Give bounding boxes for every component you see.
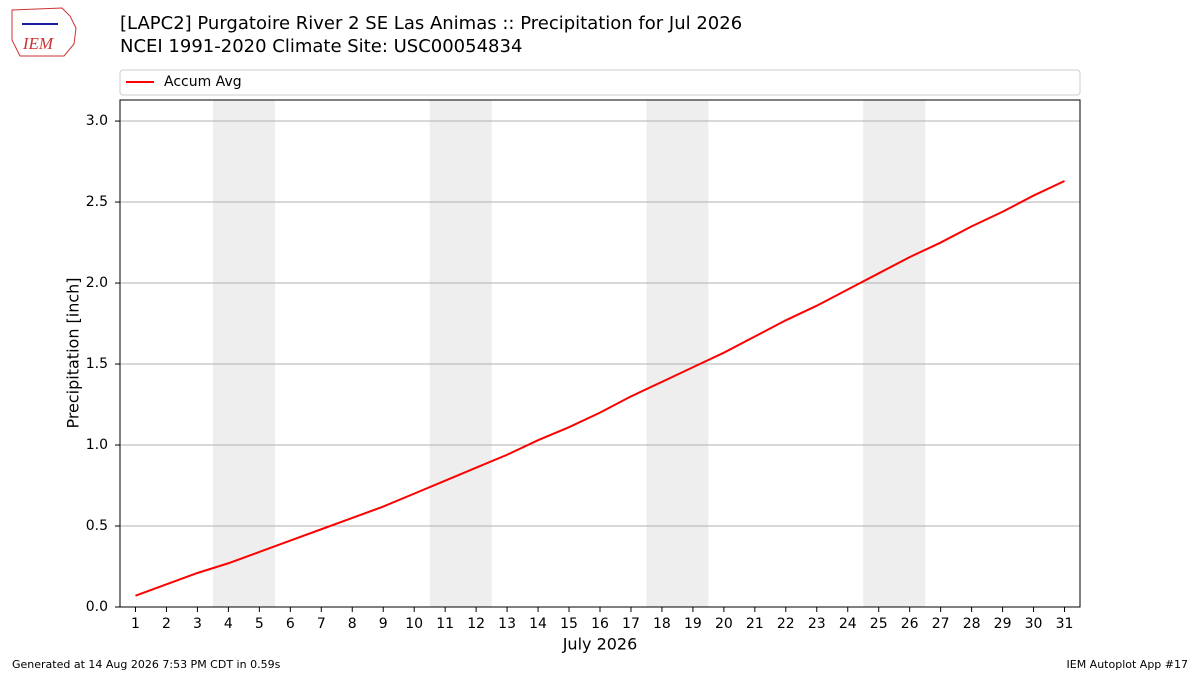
- chart-subtitle: NCEI 1991-2020 Climate Site: USC00054834: [120, 36, 522, 57]
- x-tick-label: 11: [436, 616, 454, 632]
- x-tick-label: 8: [348, 616, 357, 632]
- chart-title: [LAPC2] Purgatoire River 2 SE Las Animas…: [120, 13, 742, 34]
- x-tick-label: 5: [255, 616, 264, 632]
- x-tick-label: 27: [932, 616, 950, 632]
- x-tick-label: 25: [870, 616, 888, 632]
- weekend-shade: [429, 100, 492, 607]
- x-tick-label: 31: [1056, 616, 1074, 632]
- x-tick-label: 9: [379, 616, 388, 632]
- x-tick-label: 7: [317, 616, 326, 632]
- x-tick-label: 22: [777, 616, 795, 632]
- x-tick-label: 21: [746, 616, 764, 632]
- x-tick-label: 3: [193, 616, 202, 632]
- weekend-shade: [863, 100, 926, 607]
- y-tick-label: 2.5: [86, 194, 108, 210]
- x-tick-label: 23: [808, 616, 826, 632]
- x-tick-label: 18: [653, 616, 671, 632]
- x-tick-label: 19: [684, 616, 702, 632]
- x-tick-label: 13: [498, 616, 516, 632]
- y-tick-label: 1.5: [86, 356, 108, 372]
- footer-left: Generated at 14 Aug 2026 7:53 PM CDT in …: [12, 658, 281, 671]
- y-tick-label: 2.0: [86, 275, 108, 291]
- y-tick-label: 1.0: [86, 437, 108, 453]
- logo-outline: [11, 7, 77, 57]
- weekend-shade: [212, 100, 275, 607]
- x-tick-label: 12: [467, 616, 485, 632]
- series-line: [135, 180, 1065, 597]
- x-axis-label: July 2026: [562, 635, 638, 654]
- y-tick-label: 0.0: [86, 599, 108, 615]
- x-tick-label: 10: [405, 616, 423, 632]
- y-tick-label: 0.5: [86, 518, 108, 534]
- x-tick-label: 29: [994, 616, 1012, 632]
- legend: [119, 69, 1081, 96]
- x-tick-label: 28: [963, 616, 981, 632]
- x-tick-label: 4: [224, 616, 233, 632]
- x-tick-label: 15: [560, 616, 578, 632]
- x-tick-label: 6: [286, 616, 295, 632]
- logo: IEM: [11, 7, 77, 57]
- x-tick-label: 2: [162, 616, 171, 632]
- x-tick-label: 26: [901, 616, 919, 632]
- legend-label: Accum Avg: [164, 74, 242, 90]
- x-tick-label: 16: [591, 616, 609, 632]
- x-tick-label: 30: [1025, 616, 1043, 632]
- x-tick-label: 17: [622, 616, 640, 632]
- y-axis-label: Precipitation [inch]: [64, 277, 83, 428]
- footer-right: IEM Autoplot App #17: [1067, 658, 1189, 671]
- logo-text: IEM: [22, 34, 54, 53]
- x-tick-label: 14: [529, 616, 547, 632]
- plot-frame: [119, 99, 1081, 608]
- x-tick-label: 20: [715, 616, 733, 632]
- weekend-shade: [646, 100, 709, 607]
- x-tick-label: 24: [839, 616, 857, 632]
- x-tick-label: 1: [131, 616, 140, 632]
- y-tick-label: 3.0: [86, 113, 108, 129]
